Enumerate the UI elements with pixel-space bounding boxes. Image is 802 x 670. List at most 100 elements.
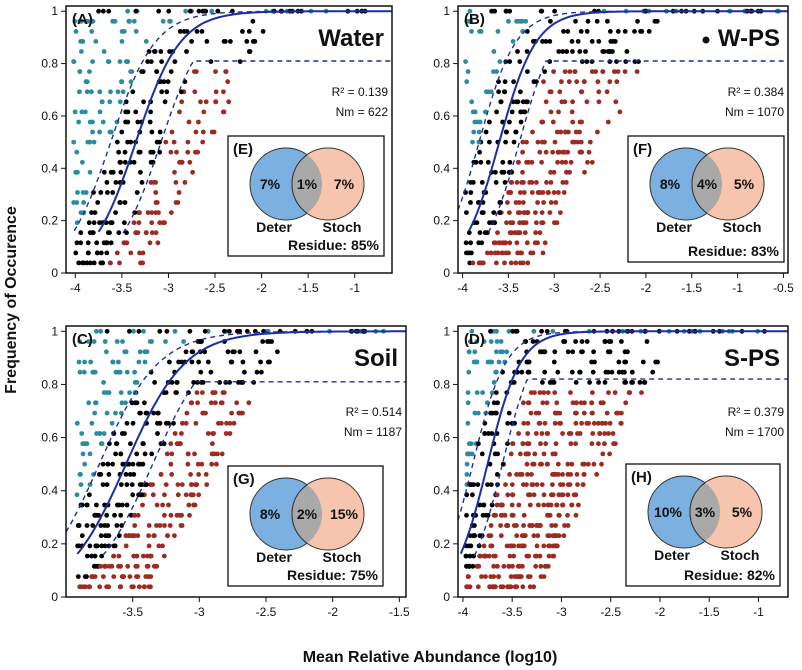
data-point [471,129,477,135]
data-point [534,543,540,549]
data-point [544,461,550,467]
data-point [95,200,101,205]
data-point [213,89,219,95]
x-tick-label: -2 [327,605,338,619]
data-point [119,523,125,528]
data-point [84,260,90,266]
data-point [622,380,628,385]
data-point [529,180,535,185]
data-point [92,574,98,579]
data-point [622,69,628,74]
data-point [219,451,225,457]
data-point [542,240,548,246]
data-point [102,543,108,549]
panel-w-ps: -4 -3.5 -3 -2.5 -2 -1.5 -1 -0.5 0 0.2 0.4 0.6 0.8 1 (B… [433,4,794,295]
panel-title: Soil [354,345,398,372]
data-point [193,129,199,135]
panel-frame [65,5,393,274]
data-point [133,109,139,115]
data-point [500,584,506,590]
data-point [509,512,515,518]
data-point [627,390,633,395]
data-point [464,512,469,518]
data-point [502,260,507,266]
data-point [612,69,617,74]
data-point [521,420,527,426]
data-point [98,328,104,334]
data-point [133,29,139,34]
data-point [180,420,185,426]
data-point [489,543,495,549]
x-tick-label: -2 [655,605,666,619]
data-point [573,492,579,498]
data-point [506,18,511,24]
data-point [590,410,595,416]
data-point [579,149,585,155]
data-point [553,472,559,477]
data-point [558,129,564,135]
data-point [488,339,494,344]
data-point [569,461,575,467]
data-point [137,250,143,256]
data-point [116,230,122,236]
data-point [495,563,500,569]
data-point [542,139,547,145]
data-point [591,461,597,467]
data-point [130,420,136,426]
data-point [213,400,218,406]
venn-left-value: 7% [260,176,281,192]
fit-ci-line [487,60,788,233]
venn-right-name: Stoch [721,547,760,563]
data-point [77,69,83,74]
data-point [118,451,124,457]
data-point [148,553,154,559]
data-point [234,400,240,406]
data-point [163,339,168,344]
data-point [485,159,491,165]
data-point [506,328,512,334]
data-point [573,339,578,344]
data-point [177,109,182,115]
data-point [607,349,613,355]
data-point [128,139,134,145]
data-point [600,49,606,54]
data-point [494,472,500,477]
data-point [506,410,512,416]
data-point [537,553,543,559]
data-point [492,8,498,14]
data-point [157,523,163,528]
data-point [171,139,177,145]
data-point [91,339,97,344]
data-point [81,584,87,590]
y-tick-label: 1 [51,324,58,338]
data-point [477,119,483,125]
data-point [469,29,474,34]
data-point [141,553,146,559]
r2-text: R² = 0.379 [728,405,785,419]
data-point [106,230,111,236]
data-point [79,109,85,115]
data-point [132,369,138,375]
r2-text: R² = 0.139 [332,85,389,99]
data-point [623,400,629,406]
data-point [578,139,584,145]
data-point [507,240,513,246]
data-point [499,502,504,508]
data-point [185,451,191,457]
data-point [538,461,543,467]
venn-right-value: 7% [334,176,355,192]
data-point [581,410,587,416]
data-point [550,482,555,487]
data-point [106,584,112,590]
data-point [515,159,521,165]
data-point [499,512,505,518]
data-point [199,339,204,344]
venn-left-value: 8% [660,176,681,192]
data-point [168,69,174,74]
data-point [227,328,232,334]
data-point [131,18,137,24]
data-point [537,420,543,426]
data-point [164,451,170,457]
data-point [568,441,574,447]
fit-ci-line [65,330,406,533]
